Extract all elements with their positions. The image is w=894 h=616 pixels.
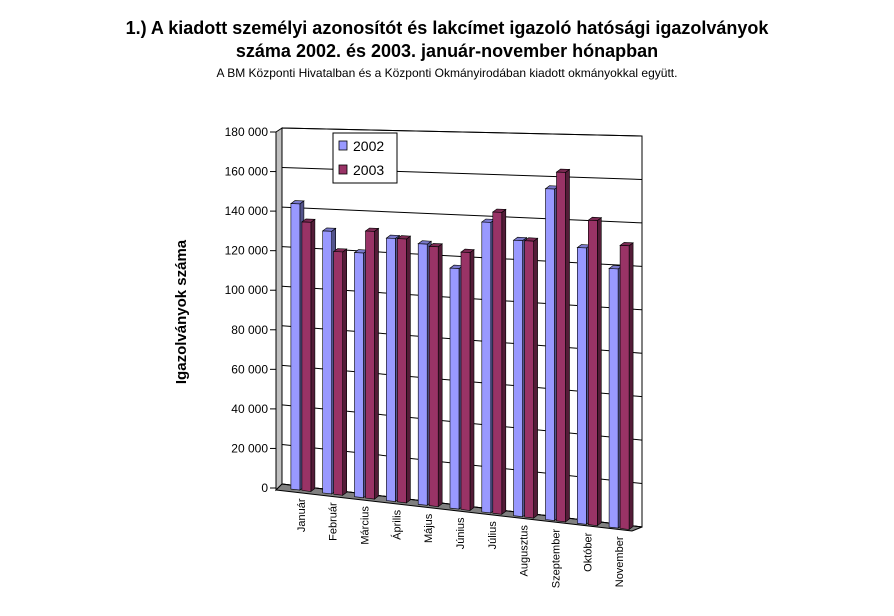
bar-2003-július [492,211,503,515]
legend-swatch-2002 [338,140,348,151]
bar-2003-január [301,221,312,492]
chart-subtitle: A BM Központi Hivatalban és a Központi O… [216,66,678,80]
bar-2003-április [397,238,407,504]
bar-2003-március-side [374,227,379,500]
bar-2003-február-side [342,248,348,496]
x-tick-label: Május [423,513,435,543]
bar-2003-március [365,230,375,500]
bar-2003-október-side [596,217,602,527]
gridline [281,127,643,137]
bar-2003-május [428,246,439,508]
bar-2002-április [386,237,396,502]
y-tick-label: 140 000 [225,204,269,218]
chart-side-wall [275,127,283,492]
bar-2003-október [587,219,598,527]
bar-2003-szeptember [556,171,566,523]
bar-2002-szeptember [545,188,555,521]
bar-2003-augusztus-side [533,237,538,519]
bar-2002-január [290,203,301,491]
y-tick-label: 180 000 [225,125,269,139]
bar-2003-november [619,245,630,530]
x-tick-label: Január [296,498,308,532]
y-tick-label: 20 000 [231,441,268,455]
x-tick-label: Szeptember [551,529,563,589]
chart-title-line-2: száma 2002. és 2003. január-november hón… [235,41,659,61]
legend-label-2002: 2002 [353,138,384,154]
bar-2002-május [417,243,428,506]
bar-2003-április-side [406,235,411,504]
bar-2002-július [481,221,492,514]
bar-2003-szeptember-side [565,168,570,523]
bar-2003-július-side [501,208,507,515]
y-axis-label: Igazolványok száma [173,239,190,384]
y-tick-label: 100 000 [225,283,269,297]
x-tick-label: November [614,536,626,587]
bar-2002-augusztus [513,239,523,518]
legend-swatch-2003 [338,164,348,175]
gridline [281,206,643,224]
y-tick-label: 60 000 [231,362,268,376]
y-tick-label: 0 [261,481,268,495]
y-tick-label: 120 000 [225,244,269,258]
y-tick-label: 160 000 [225,165,269,179]
bar-2003-augusztus [524,240,534,519]
bar-2003-november-side [628,242,634,531]
y-tick-label: 80 000 [231,323,268,337]
legend-label-2003: 2003 [353,162,384,178]
x-tick-label: Április [390,509,403,539]
bar-2002-október [576,247,587,525]
bar-2002-február [322,230,333,495]
x-tick-label: Február [328,502,340,541]
bar-2003-június-side [469,249,475,512]
bar-2002-november [608,268,619,529]
bar-2003-június [460,251,471,511]
y-tick-label: 40 000 [231,402,268,416]
x-tick-label: Június [455,517,467,549]
x-tick-label: Augusztus [519,525,531,577]
bar-2003-május-side [437,243,443,508]
x-tick-label: Október [582,532,594,571]
bar-2002-március [354,252,364,499]
x-tick-label: Július [487,521,499,550]
bar-2002-június [449,267,460,510]
bar-2003-január-side [310,218,316,493]
x-tick-label: Március [360,506,372,545]
chart-title-line-1: 1.) A kiadott személyi azonosítót és lak… [125,18,769,38]
bar-2003-február [333,251,344,496]
